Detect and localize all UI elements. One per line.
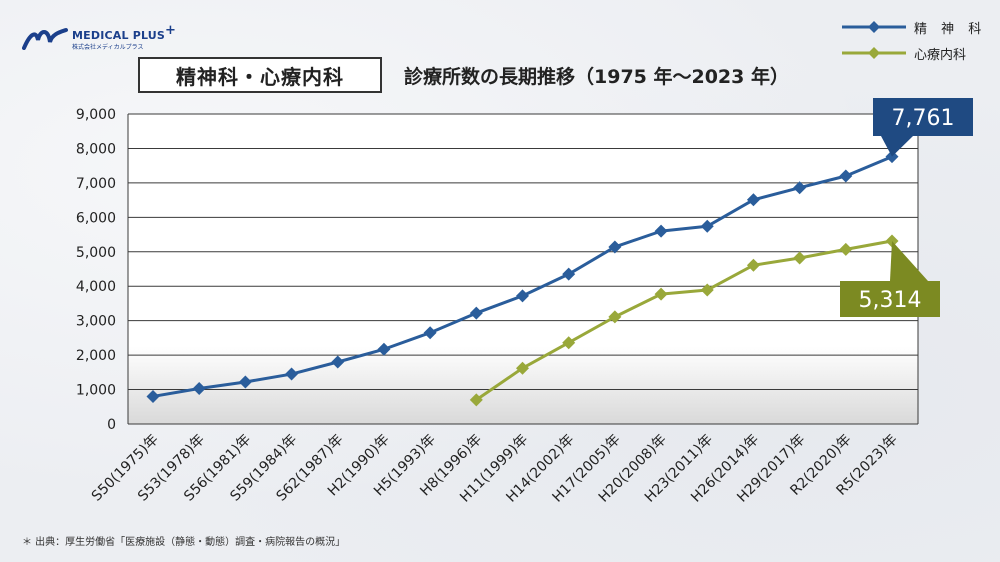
data-point [839, 169, 853, 183]
data-point [793, 251, 807, 265]
source-footnote: ＊ 出典：厚生労働省「医療施設（静態・動態）調査・病院報告の概況」 [22, 537, 346, 548]
logo-brand: MEDICAL PLUS [72, 29, 166, 42]
data-point [331, 355, 345, 369]
medical-plus-logo-icon [22, 27, 68, 50]
data-point [793, 181, 807, 195]
callout-box [873, 98, 973, 136]
legend-label-psychiatry: 精 神 科 [914, 21, 987, 37]
data-point [839, 242, 853, 256]
data-point [469, 306, 483, 320]
data-point [608, 240, 622, 254]
data-point [654, 287, 668, 301]
chart-title: 精神科・心療内科 [176, 64, 344, 89]
chart-legend: 精 神 科 心療内科 [842, 14, 986, 66]
data-point [377, 342, 391, 356]
data-point [746, 258, 760, 272]
y-tick-label: 5,000 [76, 245, 116, 261]
data-point [192, 382, 206, 396]
legend-item-psychosomatic: 心療内科 [842, 40, 986, 66]
y-tick-label: 1,000 [76, 383, 116, 399]
data-point [285, 367, 299, 381]
y-tick-label: 9,000 [76, 107, 116, 123]
data-point [516, 289, 529, 303]
data-point [146, 389, 160, 403]
legend-line-diamond-icon [842, 21, 906, 33]
callout-pointer [881, 136, 913, 157]
logo-subtitle: 株式会社メディカルプラス [72, 44, 144, 51]
data-point [746, 193, 760, 207]
y-tick-label: 2,000 [76, 348, 116, 364]
chart-title-box: 精神科・心療内科 [138, 57, 382, 93]
y-tick-label: 3,000 [76, 314, 116, 330]
data-point [423, 326, 437, 340]
company-logo: MEDICAL PLUS+ 株式会社メディカルプラス [22, 23, 176, 51]
y-tick-label: 4,000 [76, 279, 116, 295]
data-point [516, 361, 529, 375]
legend-item-psychiatry: 精 神 科 [842, 14, 986, 40]
chart-subtitle: 診療所数の長期推移（1975 年～2023 年） [404, 66, 789, 88]
callout-box [840, 281, 940, 317]
legend-label-psychosomatic: 心療内科 [914, 47, 967, 63]
logo-plus-icon: + [165, 23, 176, 38]
data-point [562, 267, 576, 281]
legend-line-diamond-icon [842, 47, 906, 59]
series-line [475, 239, 893, 402]
y-tick-label: 0 [107, 417, 116, 433]
data-point [654, 224, 668, 238]
data-point [608, 310, 622, 324]
y-tick-label: 6,000 [76, 210, 116, 226]
data-point [469, 393, 483, 407]
data-point [238, 375, 252, 389]
callout-value: 7,761 [892, 106, 955, 131]
data-point [562, 336, 576, 350]
callout-value: 5,314 [859, 288, 922, 313]
data-point [700, 219, 714, 233]
y-tick-label: 8,000 [76, 141, 116, 157]
data-point [700, 283, 714, 297]
callout-pointer [890, 240, 928, 281]
y-tick-label: 7,000 [76, 176, 116, 192]
